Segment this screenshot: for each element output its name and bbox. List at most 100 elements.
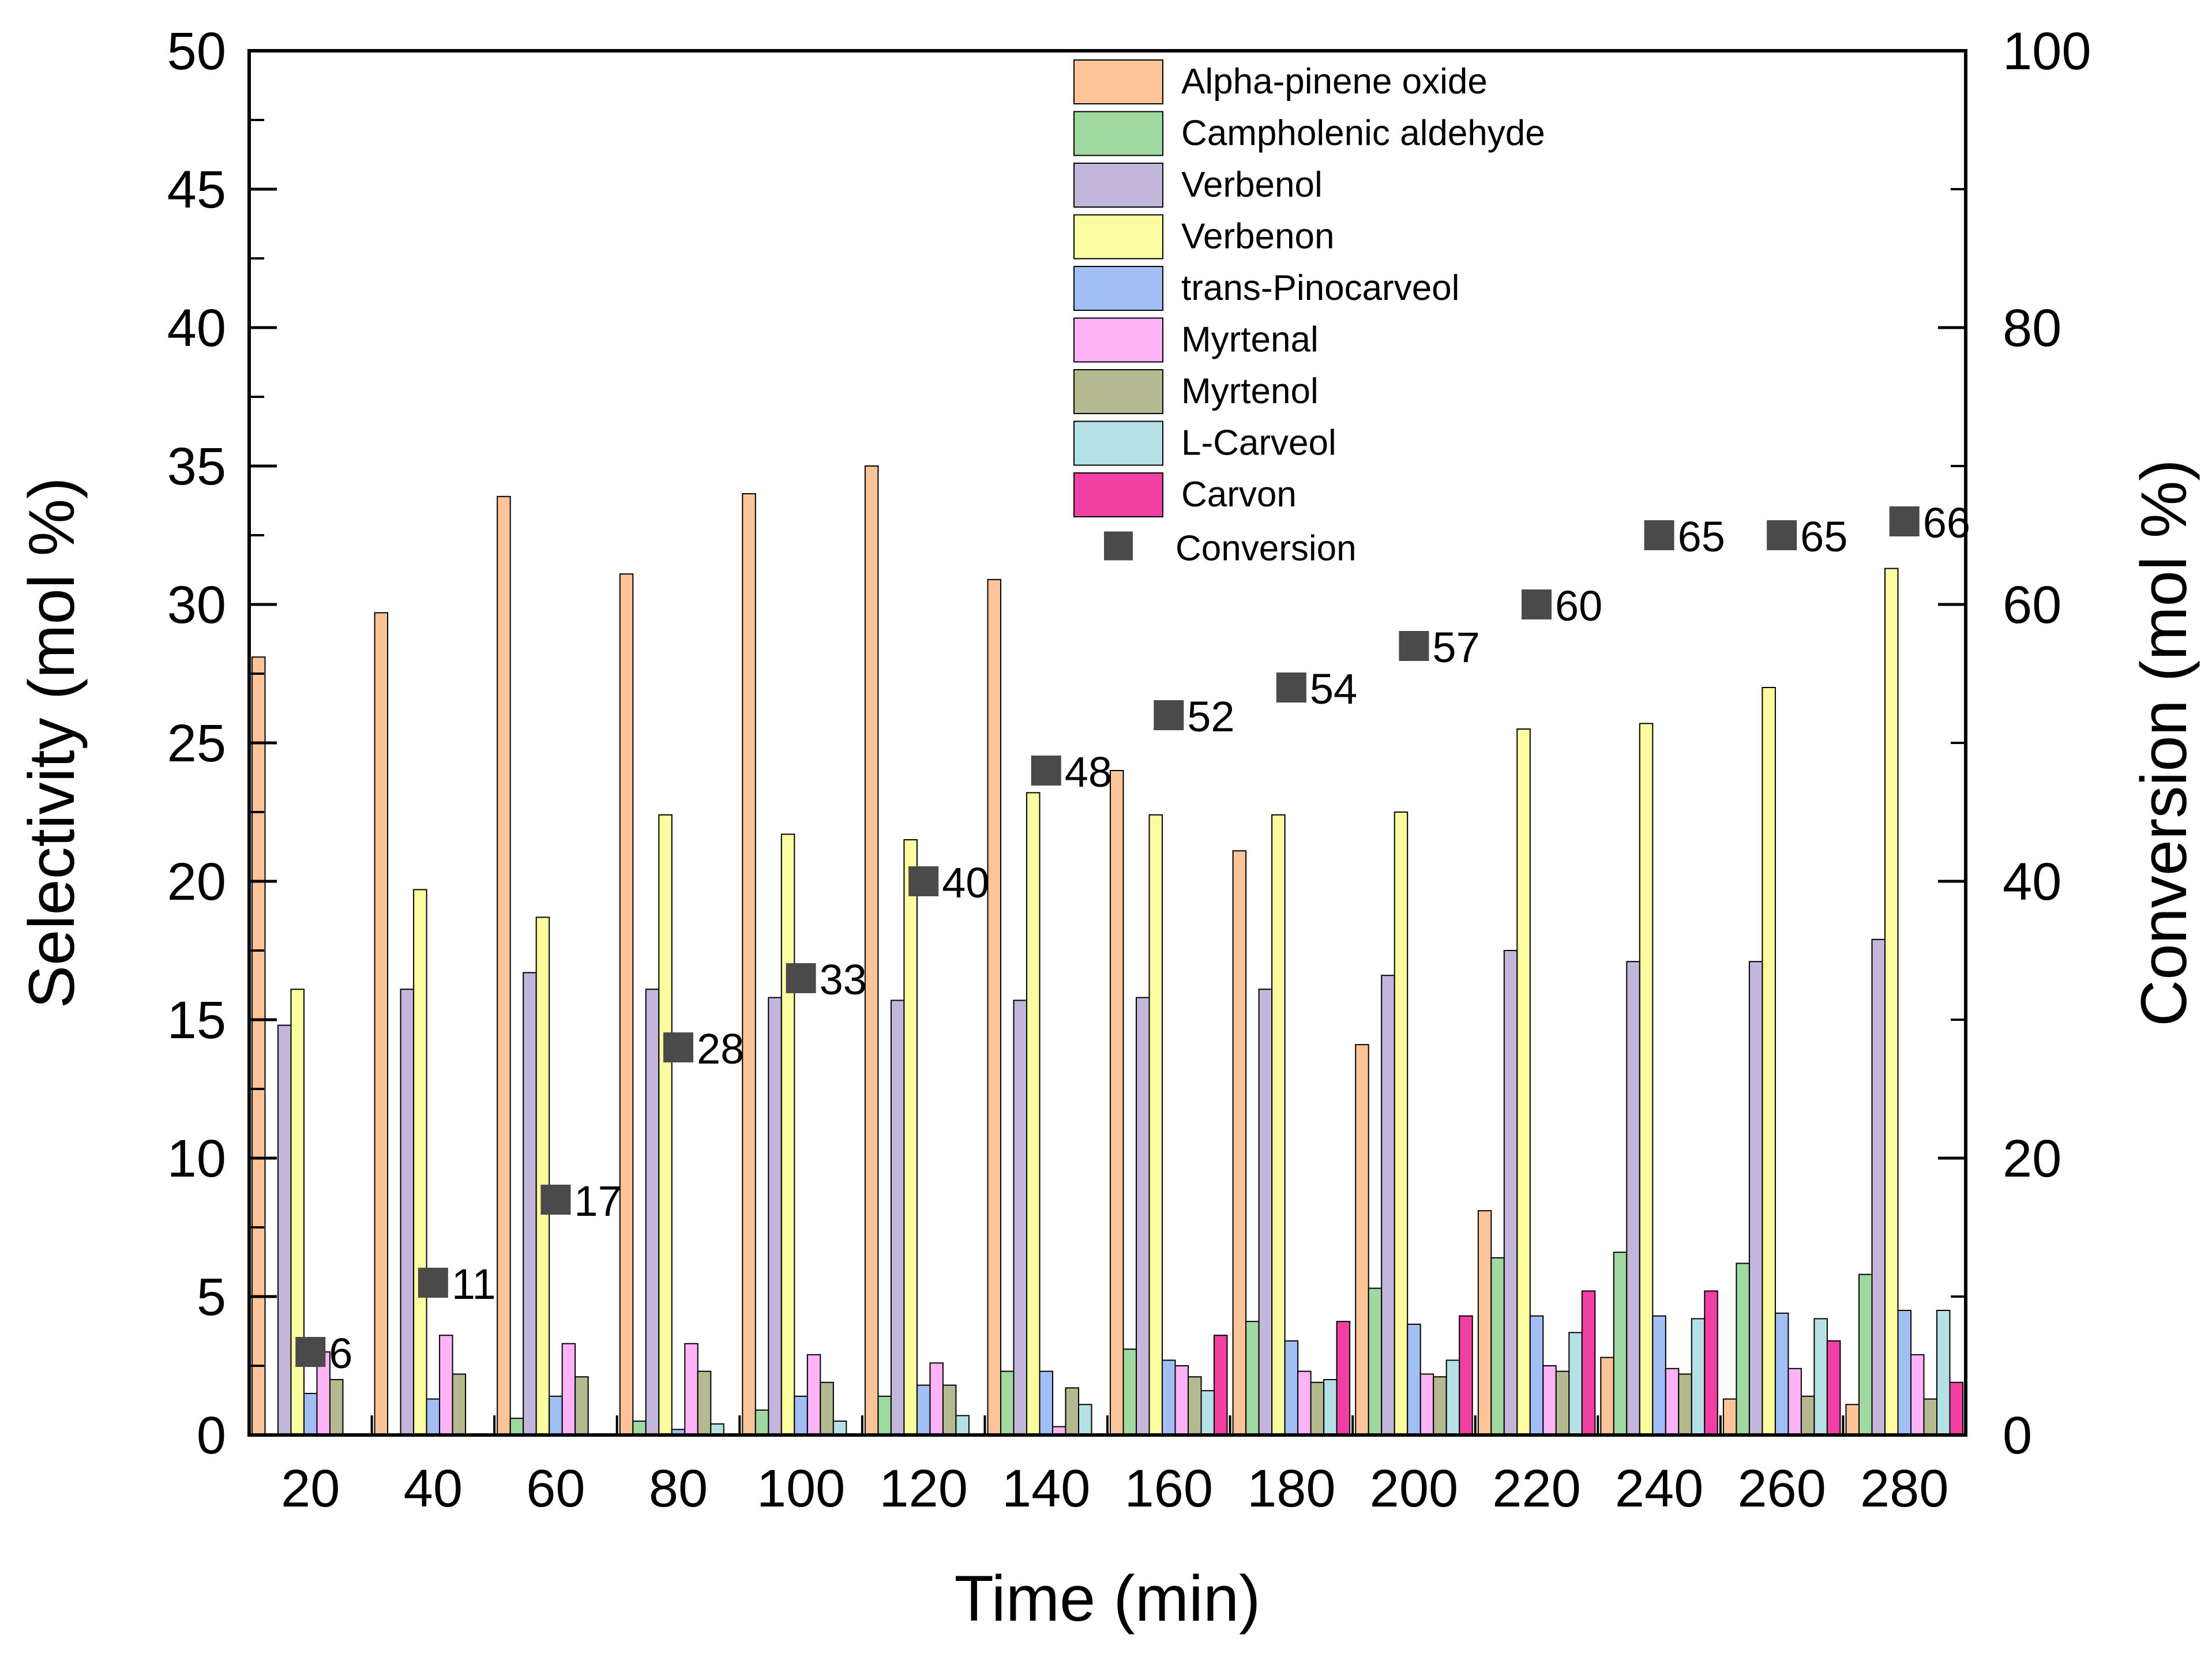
bar-verbenon-100 [780,833,795,1436]
bar-alpha-pinene-oxide-140 [987,578,1001,1436]
bar-alpha-pinene-oxide-240 [1600,1357,1614,1436]
x-tick-label: 40 [404,1459,463,1518]
bar-verbenol-280 [1871,938,1886,1436]
bar-verbenon-260 [1762,687,1776,1436]
bar-l-carveol-120 [955,1415,970,1436]
bar-trans-pinocarveol-220 [1529,1315,1544,1436]
bar-alpha-pinene-oxide-220 [1477,1210,1492,1436]
x-tick-label: 100 [757,1459,846,1518]
y-tick-label: 40 [167,299,226,358]
x-tick-label: 120 [879,1459,968,1518]
y-tick-label: 45 [167,160,226,219]
bar-alpha-pinene-oxide-160 [1110,770,1124,1436]
bar-verbenol-120 [890,1000,905,1436]
conversion-label: 52 [1187,693,1234,741]
bar-trans-pinocarveol-260 [1774,1312,1789,1436]
legend-swatch [1073,111,1163,156]
bar-myrtenol-80 [697,1370,712,1436]
bar-verbenon-40 [413,889,427,1436]
bar-alpha-pinene-oxide-20 [251,656,266,1436]
bar-verbenol-80 [645,989,660,1436]
y-tick-label: 50 [167,22,226,81]
bar-myrtenol-160 [1188,1376,1202,1436]
bar-l-carveol-200 [1445,1359,1460,1436]
bar-campholenic-aldehyde-100 [754,1409,769,1436]
bar-myrtenol-240 [1678,1373,1692,1436]
y-tick-label: 35 [167,437,226,496]
bar-carvon-200 [1459,1315,1473,1436]
bar-campholenic-aldehyde-180 [1245,1321,1260,1436]
bar-verbenol-240 [1626,961,1640,1436]
bar-myrtenal-120 [929,1362,944,1436]
conversion-point-80 [663,1032,693,1062]
bar-carvon-260 [1826,1340,1841,1436]
bar-campholenic-aldehyde-120 [877,1395,892,1436]
bar-carvon-220 [1581,1290,1596,1436]
legend-swatch [1073,163,1163,208]
bar-verbenon-140 [1026,792,1041,1436]
legend-label: Carvon [1181,475,1297,514]
bar-myrtenol-200 [1433,1376,1447,1436]
bar-verbenon-220 [1516,728,1531,1436]
bar-myrtenol-260 [1800,1395,1815,1436]
x-tick-label: 280 [1860,1459,1949,1518]
y-tick-label: 15 [167,991,226,1050]
legend-label: Conversion [1176,529,1357,569]
bar-verbenol-40 [400,989,415,1436]
bar-myrtenal-280 [1910,1354,1925,1436]
conversion-point-120 [908,866,939,896]
bar-alpha-pinene-oxide-60 [497,495,511,1436]
y-axis-title: Selectivity (mol %) [16,477,88,1008]
bar-l-carveol-180 [1323,1379,1338,1436]
bar-verbenon-160 [1148,814,1163,1436]
bar-myrtenol-60 [574,1376,589,1436]
bar-trans-pinocarveol-200 [1407,1324,1421,1436]
conversion-point-200 [1399,631,1429,661]
y-tick-label: 25 [167,714,226,773]
bar-trans-pinocarveol-180 [1284,1340,1299,1436]
bar-alpha-pinene-oxide-260 [1722,1398,1737,1436]
bar-verbenol-20 [277,1024,292,1436]
bar-myrtenol-280 [1923,1398,1937,1436]
bar-verbenon-120 [903,839,918,1436]
conversion-label: 54 [1310,665,1357,713]
bar-myrtenol-20 [329,1379,344,1436]
conversion-point-60 [540,1185,571,1215]
conversion-layer: 6 11 17 28 33 40 48 52 54 57 60 65 65 66 [295,499,1970,1377]
x-tick-label: 240 [1615,1459,1704,1518]
bar-verbenon-200 [1394,812,1409,1436]
legend-swatch [1073,317,1163,363]
bar-l-carveol-240 [1691,1318,1706,1436]
bar-campholenic-aldehyde-260 [1736,1263,1750,1436]
bar-myrtenol-100 [820,1381,834,1436]
bar-campholenic-aldehyde-240 [1613,1252,1628,1436]
bar-verbenol-140 [1013,1000,1027,1436]
legend-label: Verbenon [1181,217,1334,257]
legend-swatch [1073,266,1163,311]
bar-trans-pinocarveol-280 [1897,1310,1911,1436]
bar-trans-pinocarveol-20 [303,1393,318,1436]
bar-carvon-180 [1336,1321,1351,1436]
x-tick-label: 200 [1370,1459,1459,1518]
x-tick-label: 20 [281,1459,340,1518]
bar-verbenon-180 [1271,814,1286,1436]
bar-alpha-pinene-oxide-200 [1355,1044,1369,1436]
legend-swatch [1073,420,1163,466]
y2-tick-label: 80 [2003,299,2061,358]
bar-verbenol-160 [1136,997,1150,1436]
y2-tick-label: 20 [2003,1129,2061,1188]
bar-l-carveol-140 [1078,1404,1092,1436]
legend-swatch [1073,369,1163,414]
conversion-label: 6 [329,1329,352,1377]
conversion-label: 48 [1065,748,1112,796]
bar-verbenol-100 [768,997,782,1436]
legend-label: L-Carveol [1181,423,1336,463]
bar-myrtenal-100 [806,1354,821,1436]
bar-verbenon-240 [1639,723,1654,1436]
conversion-point-40 [418,1268,448,1298]
bar-alpha-pinene-oxide-100 [742,493,756,1436]
y2-tick-label: 100 [2003,22,2091,81]
conversion-label: 65 [1678,513,1725,561]
conversion-point-240 [1644,520,1674,550]
